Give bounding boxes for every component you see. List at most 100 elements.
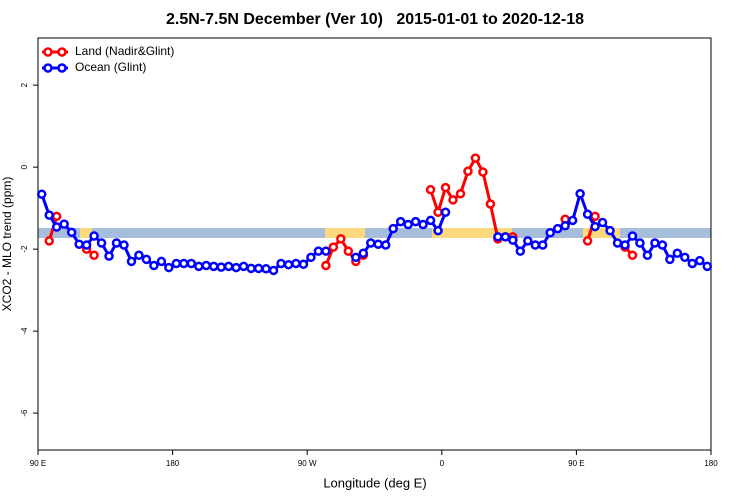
data-point bbox=[538, 240, 548, 250]
data-point bbox=[373, 239, 383, 249]
data-point bbox=[455, 189, 466, 199]
legend-marker bbox=[43, 47, 53, 57]
legend-marker bbox=[57, 63, 67, 73]
data-point bbox=[298, 259, 309, 270]
x-tick-label: 90 E bbox=[30, 459, 46, 468]
data-point bbox=[59, 219, 69, 229]
data-point bbox=[246, 263, 256, 274]
data-point bbox=[478, 167, 488, 177]
data-point bbox=[612, 238, 623, 248]
data-point bbox=[261, 264, 271, 274]
data-point bbox=[36, 189, 47, 199]
data-point bbox=[51, 211, 62, 222]
x-tick-label: 90 E bbox=[568, 459, 584, 468]
data-point bbox=[321, 246, 331, 256]
data-point bbox=[620, 240, 630, 250]
chart-title: 2.5N-7.5N December (Ver 10) 2015-01-01 t… bbox=[166, 11, 584, 28]
data-point bbox=[642, 250, 653, 261]
data-point bbox=[134, 250, 144, 261]
data-point bbox=[366, 238, 376, 248]
data-point bbox=[104, 251, 114, 261]
data-point bbox=[500, 232, 511, 242]
data-point bbox=[403, 219, 413, 230]
data-point bbox=[448, 195, 458, 205]
data-point bbox=[51, 222, 62, 232]
data-point bbox=[313, 246, 324, 256]
data-point bbox=[253, 263, 264, 274]
data-point bbox=[186, 258, 197, 269]
data-point bbox=[66, 227, 77, 238]
data-point bbox=[89, 231, 99, 241]
legend-marker bbox=[43, 63, 53, 73]
data-point bbox=[627, 231, 638, 241]
data-point bbox=[530, 240, 541, 250]
ocean-band bbox=[38, 228, 711, 238]
y-tick-label: 2 bbox=[20, 82, 29, 87]
data-point bbox=[552, 223, 563, 234]
data-point bbox=[582, 209, 593, 220]
data-point bbox=[395, 216, 406, 227]
x-tick-label: 180 bbox=[704, 459, 718, 468]
data-point bbox=[208, 261, 219, 272]
data-point bbox=[523, 236, 533, 246]
data-point bbox=[433, 207, 443, 217]
legend-marker bbox=[57, 47, 67, 57]
data-point bbox=[582, 236, 593, 246]
data-point bbox=[171, 258, 182, 269]
data-point bbox=[485, 199, 496, 209]
data-point bbox=[627, 250, 638, 261]
data-point bbox=[126, 256, 137, 267]
x-tick-label: 90 W bbox=[298, 459, 317, 468]
data-point bbox=[702, 261, 713, 272]
land-band bbox=[325, 228, 365, 238]
data-point bbox=[238, 261, 249, 272]
data-point bbox=[194, 261, 204, 272]
data-point bbox=[508, 235, 518, 245]
series bbox=[36, 188, 713, 276]
data-point bbox=[470, 153, 481, 163]
y-tick-label: -2 bbox=[20, 245, 29, 253]
data-point bbox=[321, 260, 331, 271]
data-point bbox=[597, 217, 608, 228]
x-tick-label: 180 bbox=[166, 459, 180, 468]
data-point bbox=[179, 258, 189, 269]
data-point bbox=[605, 225, 615, 236]
series-line bbox=[47, 155, 634, 267]
data-point bbox=[665, 254, 675, 265]
data-point bbox=[493, 232, 503, 242]
data-point bbox=[111, 238, 122, 248]
data-point bbox=[545, 227, 555, 238]
legend-label: Land (Nadir&Glint) bbox=[75, 44, 174, 58]
data-point bbox=[410, 216, 421, 227]
y-axis-label: XCO2 - MLO trend (ppm) bbox=[0, 177, 14, 312]
data-point bbox=[425, 215, 436, 226]
data-point bbox=[306, 252, 316, 263]
data-point bbox=[425, 184, 436, 195]
data-point bbox=[164, 262, 174, 273]
data-point bbox=[650, 238, 660, 248]
data-point bbox=[590, 211, 600, 222]
data-point bbox=[657, 240, 668, 250]
data-point bbox=[216, 262, 226, 272]
data-point bbox=[358, 248, 369, 258]
data-point bbox=[418, 219, 428, 230]
data-point bbox=[231, 262, 241, 273]
land-band bbox=[432, 228, 512, 238]
data-point bbox=[268, 265, 279, 276]
data-point bbox=[463, 166, 473, 176]
data-point bbox=[44, 236, 54, 246]
data-point bbox=[89, 250, 99, 261]
data-point bbox=[156, 256, 167, 267]
data-point bbox=[328, 242, 339, 252]
data-point bbox=[440, 207, 451, 217]
data-point bbox=[567, 215, 578, 226]
legend-label: Ocean (Glint) bbox=[75, 60, 146, 74]
data-point bbox=[560, 221, 570, 231]
data-point bbox=[380, 240, 391, 250]
data-point bbox=[283, 259, 294, 270]
y-tick-label: -4 bbox=[20, 327, 29, 335]
data-point bbox=[575, 189, 585, 199]
data-point bbox=[336, 234, 346, 244]
data-point bbox=[141, 254, 152, 265]
data-point bbox=[44, 210, 54, 220]
